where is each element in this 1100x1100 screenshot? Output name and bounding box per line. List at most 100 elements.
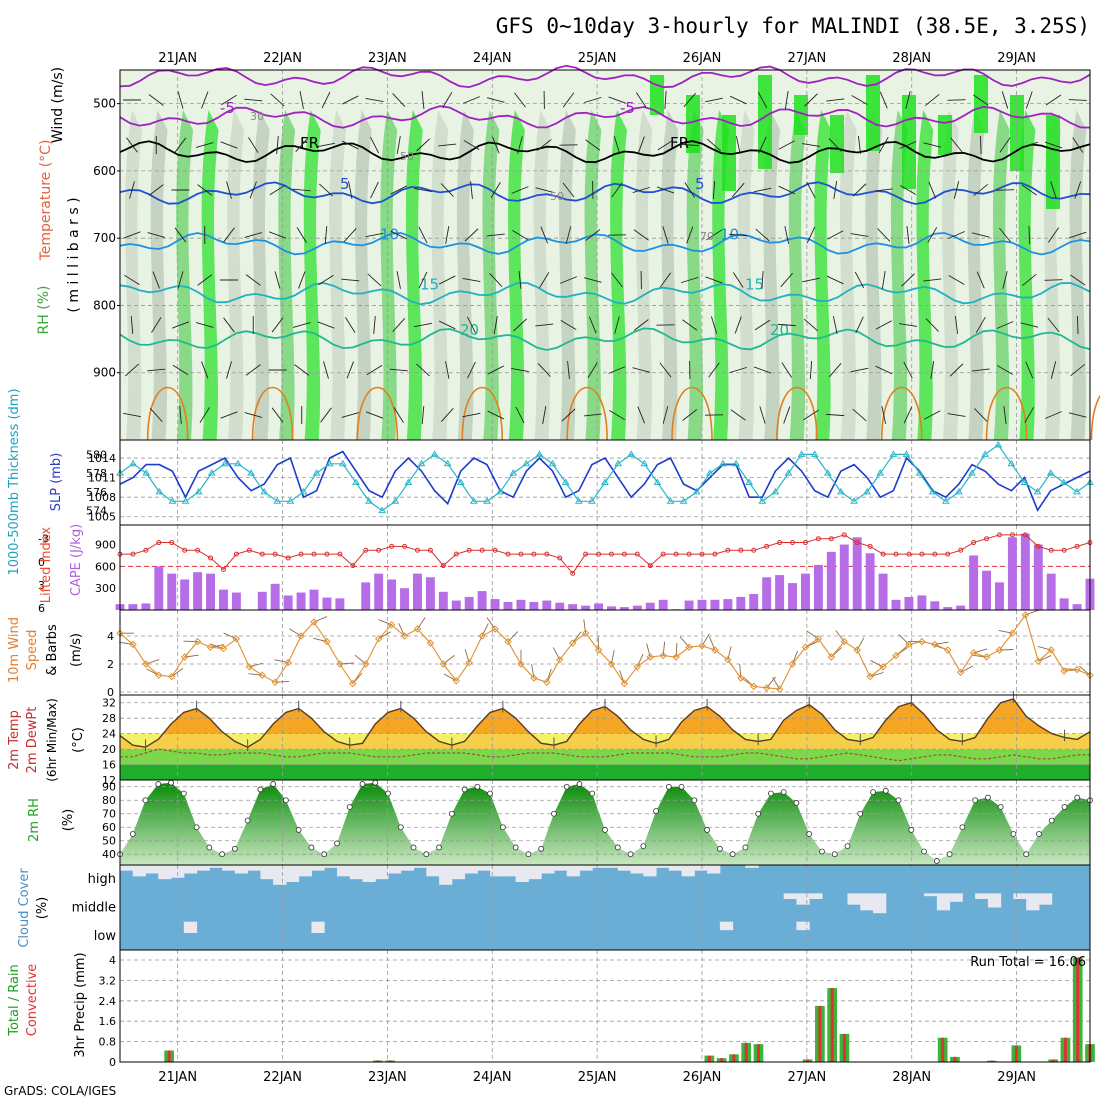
wind-barb <box>809 360 813 380</box>
rh-moist-cell <box>650 75 664 115</box>
thickness-point <box>483 497 491 504</box>
lifted-index-point <box>984 536 990 542</box>
rh-shade <box>201 110 219 440</box>
wind-barb <box>463 139 480 151</box>
rh-point <box>436 844 442 851</box>
precip-convective-bar <box>167 1050 171 1062</box>
wind-barb <box>123 231 141 239</box>
thickness-point <box>522 459 531 467</box>
lifted-index-point <box>906 551 912 557</box>
isotherm-0 <box>119 140 1091 164</box>
wind-barb <box>1050 181 1057 199</box>
cape-bar <box>412 573 422 610</box>
wind-barb <box>491 136 500 154</box>
cape-bar <box>335 598 345 610</box>
bottom-date-22JAN: 22JAN <box>263 1070 302 1085</box>
thickness-point <box>863 487 872 495</box>
wind-barb <box>486 97 505 103</box>
wind-barb <box>947 99 966 101</box>
precip-convective-bar <box>842 1033 846 1062</box>
bottom-date-25JAN: 25JAN <box>578 1070 617 1085</box>
wind-barb <box>346 361 354 379</box>
wind-barb <box>416 138 430 152</box>
cloud-gap-high <box>451 865 466 880</box>
wind-barb <box>683 92 696 108</box>
axis-title-cloud-cover: Cloud Cover <box>17 868 32 948</box>
wind-speed-point <box>918 637 926 646</box>
wind-barb <box>365 232 384 238</box>
thickness-point <box>784 469 793 476</box>
wind-barb <box>682 319 698 331</box>
wind-speed-point <box>969 649 978 657</box>
wind-barb <box>681 276 699 284</box>
thickness-point <box>653 478 662 485</box>
wind-barb <box>924 410 941 420</box>
cloud-gap-middle <box>1026 893 1040 911</box>
wind-speed-point <box>349 679 357 688</box>
isotherm-label: FR <box>670 134 689 152</box>
wind-barb <box>518 271 522 289</box>
cape-bar <box>813 564 823 610</box>
wind-barb <box>1070 274 1086 286</box>
cape-bar <box>956 605 966 610</box>
wind-barb <box>174 137 187 153</box>
cloud-gap-high <box>209 865 223 868</box>
wind-barb <box>588 316 597 334</box>
lifted-index-point <box>712 551 718 557</box>
wind-speed-point <box>400 632 409 640</box>
wind-speed-point <box>387 621 396 629</box>
wind-barb <box>123 412 141 418</box>
surface-isotherm-loop <box>356 386 399 441</box>
wind-speed-point <box>155 671 163 679</box>
wind-speed-point <box>982 653 991 661</box>
precip-convective-bar <box>732 1054 736 1062</box>
cloud-gap-high <box>158 865 172 880</box>
wind-barb <box>396 136 401 154</box>
wind-speed-point <box>297 632 305 640</box>
rh-point <box>576 781 583 787</box>
wind-barb <box>177 271 184 289</box>
wind-barb <box>729 366 747 374</box>
rh-point <box>295 827 302 833</box>
thickness-point <box>968 469 976 476</box>
cape-bar <box>762 577 772 610</box>
wind-barb <box>319 183 333 197</box>
cape-bar <box>930 601 940 610</box>
wind-barb <box>1076 315 1079 335</box>
thickness-line <box>119 444 1091 512</box>
cape-bar <box>387 579 397 610</box>
wind-barb <box>220 141 238 149</box>
wind-barb <box>1021 184 1037 196</box>
cloud-gap-low <box>719 921 734 931</box>
axis-title-rh: RH (%) <box>36 286 52 335</box>
wind-barb <box>248 137 259 153</box>
thickness-point <box>404 478 413 485</box>
precip-convective-bar <box>1051 1059 1055 1062</box>
thickness-tick-574: 574 <box>86 505 107 518</box>
precip-convective-bar <box>376 1060 380 1062</box>
temp-tick-16: 16 <box>102 759 116 772</box>
wind-barb <box>758 136 767 154</box>
wind-barb <box>780 272 793 288</box>
wind-barb <box>462 96 481 104</box>
wind-barb <box>462 412 481 418</box>
rh-point <box>372 779 379 786</box>
wind-barb <box>1050 361 1057 379</box>
wind-barb <box>318 274 334 286</box>
rh-moist-cell <box>866 75 880 151</box>
cape-bar <box>710 599 720 610</box>
rh-point <box>142 797 149 804</box>
wind-speed-point <box>724 656 732 664</box>
rh-shade <box>456 110 474 440</box>
wind-barb <box>226 361 232 379</box>
cape-bar <box>826 551 836 610</box>
rh-point <box>729 851 736 858</box>
wind-barb <box>299 91 304 109</box>
wind-barb <box>903 361 913 379</box>
cloud-gap-high <box>324 865 338 868</box>
wind-speed-point <box>1060 667 1068 675</box>
cape-bar <box>878 573 888 610</box>
wind-barb <box>370 136 379 154</box>
wind-speed-point <box>336 660 344 668</box>
bottom-date-24JAN: 24JAN <box>473 1070 512 1085</box>
